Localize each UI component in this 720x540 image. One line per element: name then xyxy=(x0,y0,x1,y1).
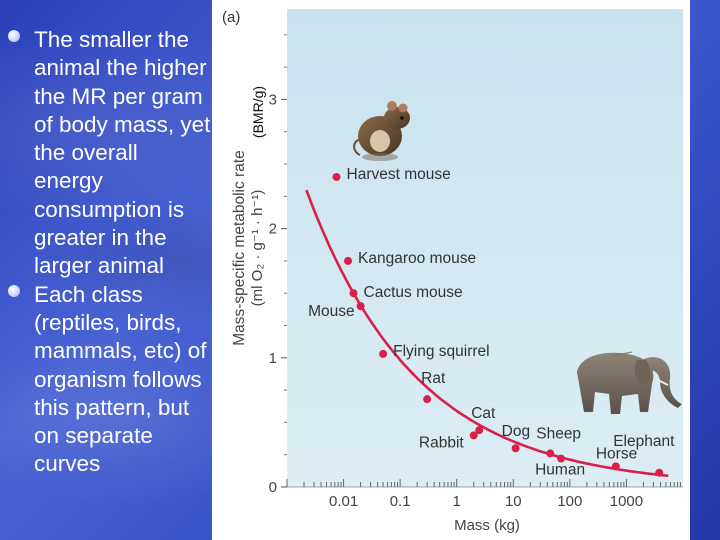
data-label: Sheep xyxy=(536,425,581,442)
x-tick-label: 0.01 xyxy=(329,493,358,510)
bullet-list: The smaller the animal the higher the MR… xyxy=(6,26,212,479)
data-point xyxy=(379,349,388,358)
data-label: Elephant xyxy=(613,433,675,450)
data-point xyxy=(332,172,341,181)
data-point xyxy=(655,468,664,477)
data-point xyxy=(423,395,432,404)
x-tick-label: 100 xyxy=(557,493,582,510)
bullet-text: The smaller the animal the higher the MR… xyxy=(34,27,211,279)
data-point xyxy=(349,289,358,298)
data-label: Rabbit xyxy=(419,434,464,451)
harvest-mouse-illustration xyxy=(353,101,410,161)
data-label: Horse xyxy=(596,445,637,462)
data-point xyxy=(469,431,478,440)
data-point xyxy=(557,454,566,463)
x-axis-label: Mass (kg) xyxy=(454,517,520,534)
x-tick-label: 1000 xyxy=(610,493,643,510)
data-point xyxy=(344,256,353,265)
y-axis-label: Mass-specific metabolic rate xyxy=(231,150,248,346)
data-label: Flying squirrel xyxy=(393,343,489,360)
panel-label: (a) xyxy=(222,9,240,26)
data-point xyxy=(475,426,484,435)
x-tick-label: 0.1 xyxy=(390,493,411,510)
x-tick-label: 1 xyxy=(453,493,461,510)
bullet-item: The smaller the animal the higher the MR… xyxy=(6,26,212,281)
data-label: Dog xyxy=(502,423,530,440)
y-tick-label: 3 xyxy=(269,91,277,108)
y-axis-units: (ml O₂ · g⁻¹ · h⁻¹) xyxy=(249,190,266,307)
data-label: Mouse xyxy=(308,303,355,320)
data-label: Cactus mouse xyxy=(364,284,463,301)
y-tick-label: 1 xyxy=(269,350,277,367)
bullet-item: Each class (reptiles, birds, mammals, et… xyxy=(6,281,212,479)
elephant-illustration xyxy=(577,351,682,414)
data-label: Kangaroo mouse xyxy=(358,250,476,267)
x-tick-label: 10 xyxy=(505,493,522,510)
data-label: Harvest mouse xyxy=(347,166,451,183)
data-point xyxy=(611,462,620,471)
bullet-icon xyxy=(8,30,20,42)
bullet-icon xyxy=(8,284,20,297)
data-label: Human xyxy=(535,462,585,479)
data-point xyxy=(511,444,520,453)
y-tick-label: 0 xyxy=(269,479,277,496)
bullet-text: Each class (reptiles, birds, mammals, et… xyxy=(34,281,207,477)
data-point xyxy=(546,449,555,458)
data-label: Cat xyxy=(471,405,496,422)
series-line xyxy=(305,189,669,478)
chart-figure: (a) Mass-specific metabolic rate (ml O₂ … xyxy=(212,0,690,540)
y-axis-note: (BMR/g) xyxy=(250,86,266,138)
data-point xyxy=(356,302,365,311)
metabolic-rate-chart: (a) Mass-specific metabolic rate (ml O₂ … xyxy=(222,9,683,534)
data-label: Rat xyxy=(421,370,446,387)
y-tick-label: 2 xyxy=(269,221,277,238)
